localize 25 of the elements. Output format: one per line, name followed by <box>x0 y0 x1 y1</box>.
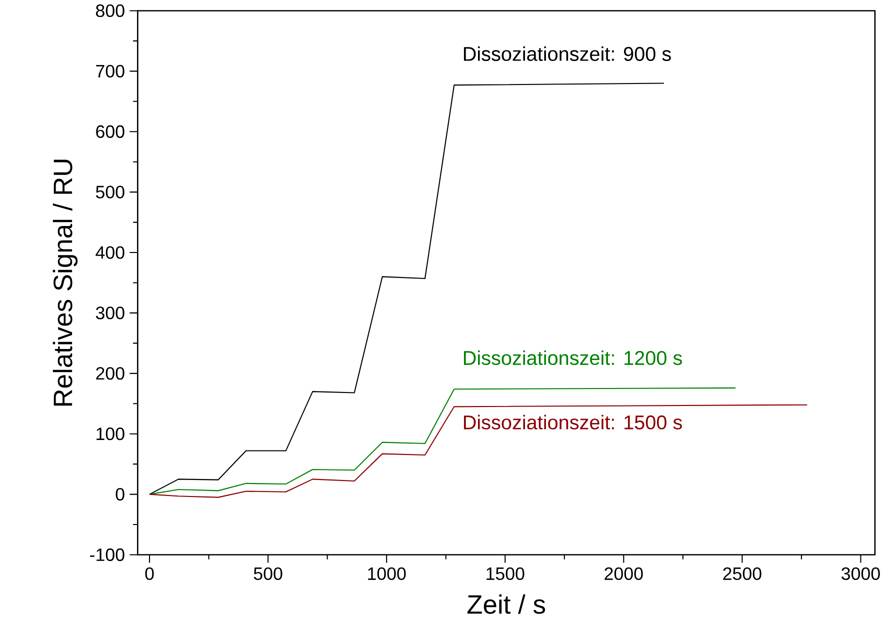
y-tick-label: 300 <box>96 306 124 320</box>
y-tick-label: 100 <box>96 427 124 440</box>
y-tick-label: 500 <box>96 186 124 198</box>
x-tick-label: 500 <box>254 567 282 580</box>
line-series <box>148 387 736 495</box>
x-tick-label: 1000 <box>368 567 406 580</box>
series-label: Dissoziationszeit: 1500 s <box>464 414 682 430</box>
line-series <box>148 404 808 498</box>
y-tick-label: 700 <box>96 64 124 78</box>
y-tick-label: 800 <box>96 4 124 18</box>
x-tick-label: 0 <box>145 567 154 580</box>
y-tick-label: 200 <box>96 367 124 380</box>
x-tick-label: 2000 <box>604 567 643 580</box>
y-axis-title: Relatives Signal / RU <box>52 160 78 406</box>
y-tick-label: 600 <box>96 125 124 138</box>
x-tick-label: 2500 <box>723 567 762 580</box>
x-axis-title: Zeit / s <box>467 594 546 614</box>
y-tick-label: 400 <box>96 246 124 259</box>
series-label: Dissoziationszeit: 1200 s <box>464 350 682 365</box>
y-tick-label: -100 <box>90 548 124 562</box>
series-label: Dissoziationszeit: 900 s <box>464 46 671 61</box>
x-tick-label: 3000 <box>842 567 880 580</box>
y-tick-label: 0 <box>116 488 124 501</box>
x-tick-label: 1500 <box>486 567 524 580</box>
line-series <box>148 82 664 495</box>
